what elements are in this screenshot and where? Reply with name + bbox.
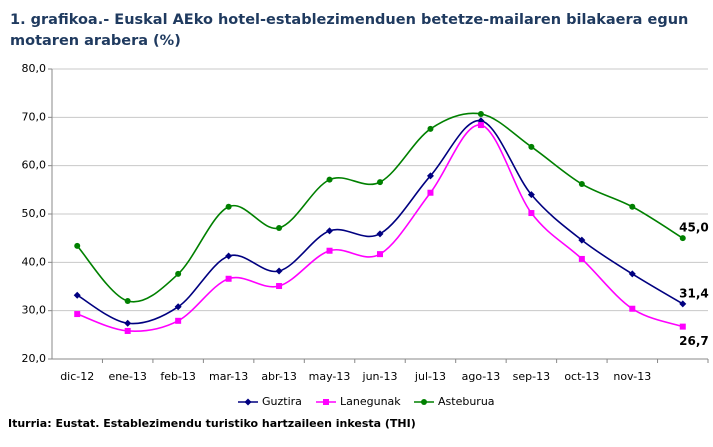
marker bbox=[225, 275, 232, 282]
x-tick-label: jun-13 bbox=[362, 370, 398, 383]
marker bbox=[124, 298, 131, 304]
x-tick-label: nov-13 bbox=[613, 370, 651, 383]
y-tick-label: 30,0 bbox=[22, 304, 47, 317]
marker bbox=[679, 300, 687, 308]
marker bbox=[426, 172, 434, 180]
y-tick-label: 70,0 bbox=[22, 110, 47, 123]
y-tick-label: 80,0 bbox=[22, 62, 47, 75]
marker bbox=[174, 303, 182, 311]
marker bbox=[679, 235, 686, 242]
marker bbox=[73, 291, 81, 299]
marker bbox=[326, 247, 333, 254]
marker bbox=[275, 267, 283, 275]
marker bbox=[578, 181, 585, 188]
marker bbox=[175, 317, 182, 324]
marker bbox=[629, 305, 636, 312]
marker bbox=[528, 143, 535, 150]
x-tick-label: ago-13 bbox=[462, 370, 501, 383]
x-tick-label: abr-13 bbox=[261, 370, 297, 383]
marker bbox=[528, 210, 535, 217]
y-tick-label: 40,0 bbox=[22, 255, 47, 268]
marker bbox=[276, 225, 283, 232]
x-tick-label: ene-13 bbox=[108, 370, 146, 383]
marker bbox=[175, 270, 182, 277]
marker bbox=[477, 122, 484, 129]
marker bbox=[477, 110, 484, 117]
legend-marker bbox=[323, 399, 329, 405]
y-tick-label: 60,0 bbox=[22, 159, 47, 172]
marker bbox=[225, 203, 232, 210]
marker bbox=[74, 311, 81, 318]
marker bbox=[326, 176, 333, 183]
x-tick-label: may-13 bbox=[309, 370, 351, 383]
marker bbox=[124, 319, 132, 327]
marker bbox=[276, 283, 283, 290]
marker bbox=[578, 236, 586, 244]
legend-label: Asteburua bbox=[438, 395, 495, 408]
legend-label: Guztira bbox=[262, 395, 302, 408]
value-label: 31,4 bbox=[679, 286, 709, 300]
x-tick-label: dic-12 bbox=[60, 370, 94, 383]
series-line bbox=[76, 119, 684, 325]
marker bbox=[377, 179, 383, 186]
x-tick-label: jul-13 bbox=[414, 370, 446, 383]
series-line bbox=[76, 124, 684, 333]
chart-title: 1. grafikoa.- Euskal AEko hotel-establez… bbox=[10, 12, 689, 49]
legend-marker bbox=[244, 398, 252, 406]
source: Iturria: Eustat. Establezimendu turistik… bbox=[8, 417, 416, 430]
x-tick-label: feb-13 bbox=[160, 370, 196, 383]
marker bbox=[377, 251, 383, 258]
marker bbox=[578, 255, 585, 262]
marker bbox=[225, 252, 233, 260]
marker bbox=[427, 125, 434, 132]
x-tick-label: mar-13 bbox=[209, 370, 248, 383]
value-label: 26,7 bbox=[679, 334, 709, 348]
x-tick-label: sep-13 bbox=[513, 370, 550, 383]
marker bbox=[326, 227, 334, 235]
marker bbox=[628, 270, 636, 278]
marker bbox=[629, 203, 636, 210]
legend-marker bbox=[421, 399, 427, 405]
series-line bbox=[76, 112, 684, 303]
x-tick-label: oct-13 bbox=[564, 370, 599, 383]
marker bbox=[527, 191, 535, 199]
marker bbox=[427, 189, 434, 196]
marker bbox=[376, 230, 384, 238]
marker bbox=[679, 323, 686, 330]
marker bbox=[124, 327, 131, 334]
y-tick-label: 50,0 bbox=[22, 207, 47, 220]
legend-label: Lanegunak bbox=[340, 395, 401, 408]
y-tick-label: 20,0 bbox=[22, 352, 47, 365]
marker bbox=[74, 242, 81, 249]
value-label: 45,0 bbox=[679, 221, 709, 235]
